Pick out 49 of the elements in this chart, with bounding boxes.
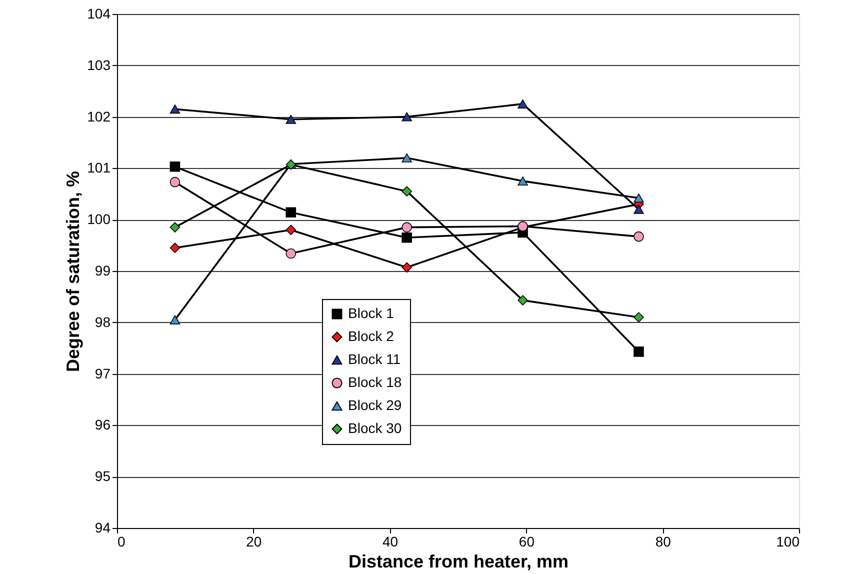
point — [286, 248, 296, 259]
y-tick-label: 104 — [87, 6, 111, 22]
point — [170, 162, 180, 172]
y-tick-label: 94 — [94, 520, 111, 536]
point — [402, 186, 412, 196]
point — [286, 207, 296, 218]
x-tick-label: 60 — [518, 534, 535, 550]
point — [634, 194, 644, 203]
point — [634, 231, 644, 242]
y-tick-label: 99 — [94, 262, 111, 278]
x-tick-label: 20 — [246, 534, 262, 550]
y-tick-label: 95 — [94, 468, 111, 484]
point — [402, 112, 412, 122]
point — [402, 262, 412, 273]
x-tick-label: 0 — [118, 534, 126, 550]
y-tick-label: 103 — [87, 56, 111, 73]
y-tick-label: 101 — [87, 160, 111, 176]
point — [170, 315, 180, 324]
point — [634, 204, 644, 214]
y-tick-label: 102 — [87, 108, 111, 124]
y-tick-label: 98 — [94, 314, 111, 330]
point — [634, 312, 644, 322]
x-tick-label: 100 — [776, 534, 800, 550]
point — [286, 224, 296, 236]
x-tick-label: 80 — [655, 534, 672, 550]
y-tick-label: 100 — [87, 211, 111, 228]
point — [170, 176, 180, 188]
point — [402, 153, 412, 162]
legend-label: Block 29 — [348, 397, 402, 413]
legend-label: Block 11 — [348, 351, 401, 367]
legend-label: Block 18 — [348, 374, 402, 390]
point — [170, 222, 180, 232]
y-tick-label: 96 — [94, 416, 111, 433]
legend-label: Block 1 — [348, 305, 394, 321]
point — [402, 222, 412, 232]
point — [170, 104, 180, 114]
point — [634, 346, 644, 357]
y-axis-title: Degree of saturation, % — [63, 170, 84, 372]
point — [518, 295, 528, 306]
point — [402, 232, 412, 243]
x-axis-title: Distance from heater, mm — [348, 552, 569, 572]
point — [518, 176, 528, 186]
y-tick-label: 97 — [94, 365, 111, 382]
point — [286, 114, 296, 124]
x-tick-label: 40 — [382, 534, 398, 550]
legend-label: Block 2 — [348, 328, 394, 344]
legend-label: Block 30 — [348, 420, 402, 436]
point — [518, 99, 528, 108]
point — [170, 242, 180, 254]
